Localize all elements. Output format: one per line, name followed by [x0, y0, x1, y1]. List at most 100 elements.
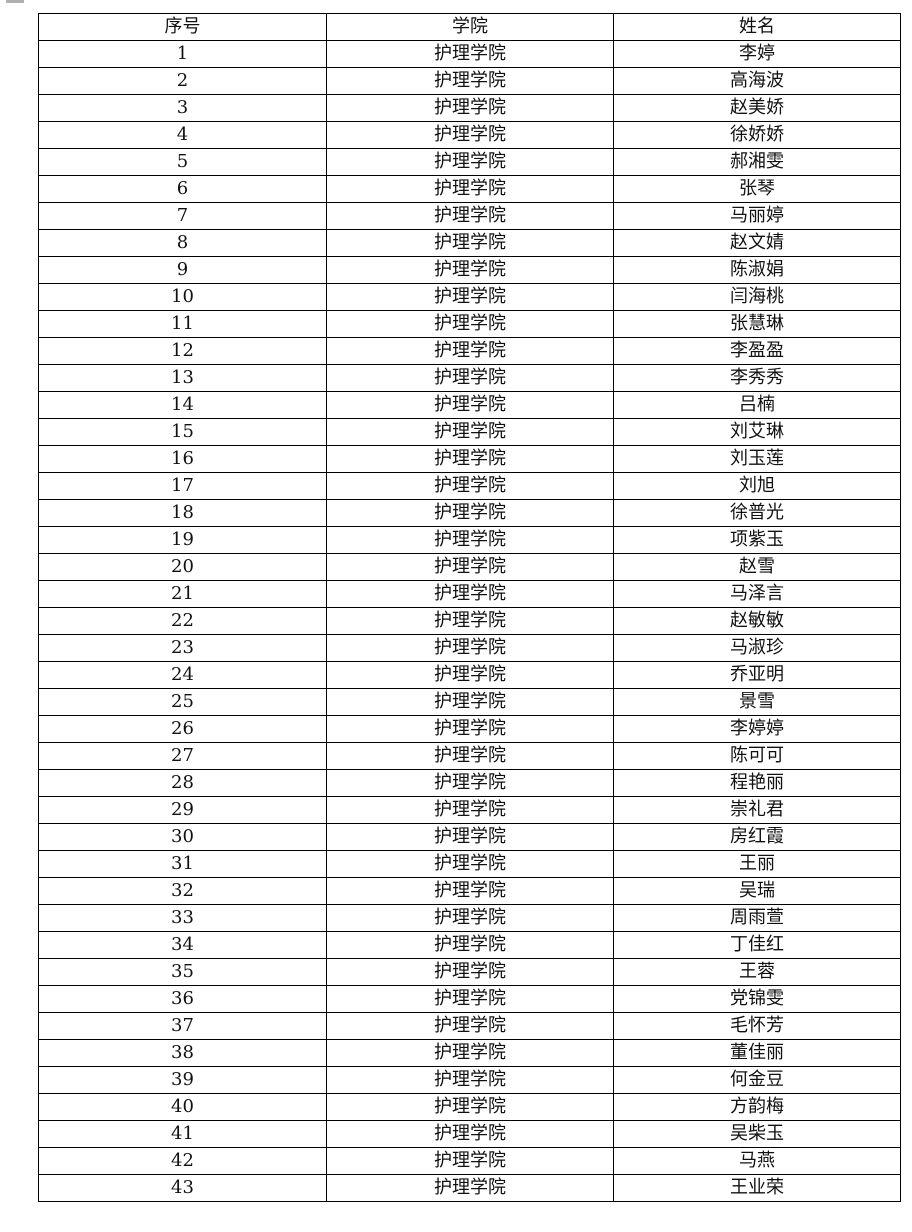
- cell-index: 42: [38, 1147, 327, 1175]
- table-row: 37 护理学院 毛怀芳: [38, 1012, 901, 1040]
- table-row: 21 护理学院 马泽言: [38, 580, 901, 608]
- cell-name: 何金豆: [613, 1066, 901, 1094]
- cell-index: 4: [38, 121, 327, 149]
- cell-college: 护理学院: [326, 445, 614, 473]
- cell-index: 3: [38, 94, 327, 122]
- cell-college: 护理学院: [326, 796, 614, 824]
- cell-index: 2: [38, 67, 327, 95]
- table-row: 9 护理学院 陈淑娟: [38, 256, 901, 284]
- cell-name: 闫海桃: [613, 283, 901, 311]
- table-row: 6 护理学院 张琴: [38, 175, 901, 203]
- cell-name: 吴瑞: [613, 877, 901, 905]
- table-row: 38 护理学院 董佳丽: [38, 1039, 901, 1067]
- cell-index: 43: [38, 1174, 327, 1202]
- table-row: 29 护理学院 崇礼君: [38, 796, 901, 824]
- cell-index: 35: [38, 958, 327, 986]
- cell-index: 21: [38, 580, 327, 608]
- cell-name: 张琴: [613, 175, 901, 203]
- cell-index: 28: [38, 769, 327, 797]
- cell-college: 护理学院: [326, 499, 614, 527]
- cell-college: 护理学院: [326, 94, 614, 122]
- cell-index: 7: [38, 202, 327, 230]
- table-row: 19 护理学院 项紫玉: [38, 526, 901, 554]
- cell-college: 护理学院: [326, 1147, 614, 1175]
- table-row: 34 护理学院 丁佳红: [38, 931, 901, 959]
- cell-name: 毛怀芳: [613, 1012, 901, 1040]
- table-row: 24 护理学院 乔亚明: [38, 661, 901, 689]
- cell-college: 护理学院: [326, 121, 614, 149]
- cell-name: 乔亚明: [613, 661, 901, 689]
- cell-name: 赵雪: [613, 553, 901, 581]
- table-row: 41 护理学院 吴柴玉: [38, 1120, 901, 1148]
- cell-college: 护理学院: [326, 1093, 614, 1121]
- cell-college: 护理学院: [326, 877, 614, 905]
- cell-college: 护理学院: [326, 1120, 614, 1148]
- cell-index: 23: [38, 634, 327, 662]
- cell-college: 护理学院: [326, 1174, 614, 1202]
- cell-college: 护理学院: [326, 202, 614, 230]
- table-row: 5 护理学院 郝湘雯: [38, 148, 901, 176]
- cell-college: 护理学院: [326, 472, 614, 500]
- cell-name: 马淑珍: [613, 634, 901, 662]
- cell-name: 吕楠: [613, 391, 901, 419]
- cell-name: 丁佳红: [613, 931, 901, 959]
- cell-index: 15: [38, 418, 327, 446]
- table-row: 43 护理学院 王业荣: [38, 1174, 901, 1202]
- cell-name: 房红霞: [613, 823, 901, 851]
- cell-index: 34: [38, 931, 327, 959]
- cell-college: 护理学院: [326, 337, 614, 365]
- cell-college: 护理学院: [326, 283, 614, 311]
- cell-index: 12: [38, 337, 327, 365]
- cell-index: 1: [38, 40, 327, 68]
- table-row: 39 护理学院 何金豆: [38, 1066, 901, 1094]
- cell-name: 吴柴玉: [613, 1120, 901, 1148]
- cell-name: 王丽: [613, 850, 901, 878]
- cell-college: 护理学院: [326, 1066, 614, 1094]
- cell-name: 刘艾琳: [613, 418, 901, 446]
- cell-college: 护理学院: [326, 607, 614, 635]
- cell-college: 护理学院: [326, 1012, 614, 1040]
- table-row: 7 护理学院 马丽婷: [38, 202, 901, 230]
- table-row: 16 护理学院 刘玉莲: [38, 445, 901, 473]
- cell-name: 张慧琳: [613, 310, 901, 338]
- table-row: 35 护理学院 王蓉: [38, 958, 901, 986]
- cell-name: 王蓉: [613, 958, 901, 986]
- cell-college: 护理学院: [326, 67, 614, 95]
- cell-name: 刘旭: [613, 472, 901, 500]
- cell-name: 李秀秀: [613, 364, 901, 392]
- cell-college: 护理学院: [326, 931, 614, 959]
- table-row: 25 护理学院 景雪: [38, 688, 901, 716]
- cell-college: 护理学院: [326, 634, 614, 662]
- table-row: 23 护理学院 马淑珍: [38, 634, 901, 662]
- header-college: 学院: [326, 13, 614, 41]
- cell-name: 赵敏敏: [613, 607, 901, 635]
- table-row: 40 护理学院 方韵梅: [38, 1093, 901, 1121]
- cell-name: 刘玉莲: [613, 445, 901, 473]
- cell-college: 护理学院: [326, 40, 614, 68]
- cell-college: 护理学院: [326, 1039, 614, 1067]
- cell-name: 党锦雯: [613, 985, 901, 1013]
- cell-name: 马丽婷: [613, 202, 901, 230]
- cell-index: 11: [38, 310, 327, 338]
- cell-name: 陈可可: [613, 742, 901, 770]
- cell-name: 高海波: [613, 67, 901, 95]
- table-row: 8 护理学院 赵文婧: [38, 229, 901, 257]
- table-row: 2 护理学院 高海波: [38, 67, 901, 95]
- cell-college: 护理学院: [326, 256, 614, 284]
- table-row: 12 护理学院 李盈盈: [38, 337, 901, 365]
- cell-index: 32: [38, 877, 327, 905]
- cell-index: 30: [38, 823, 327, 851]
- cell-name: 项紫玉: [613, 526, 901, 554]
- cell-index: 38: [38, 1039, 327, 1067]
- table-row: 3 护理学院 赵美娇: [38, 94, 901, 122]
- table-body: 1 护理学院 李婷 2 护理学院 高海波 3 护理学院 赵美娇 4 护理学院 徐娇娇 5 护理学院 郝湘雯 6…: [38, 40, 901, 1202]
- cell-index: 19: [38, 526, 327, 554]
- cell-college: 护理学院: [326, 229, 614, 257]
- cell-name: 李盈盈: [613, 337, 901, 365]
- cell-college: 护理学院: [326, 418, 614, 446]
- cell-college: 护理学院: [326, 175, 614, 203]
- cell-name: 李婷: [613, 40, 901, 68]
- header-index: 序号: [38, 13, 327, 41]
- cell-name: 马燕: [613, 1147, 901, 1175]
- cell-name: 崇礼君: [613, 796, 901, 824]
